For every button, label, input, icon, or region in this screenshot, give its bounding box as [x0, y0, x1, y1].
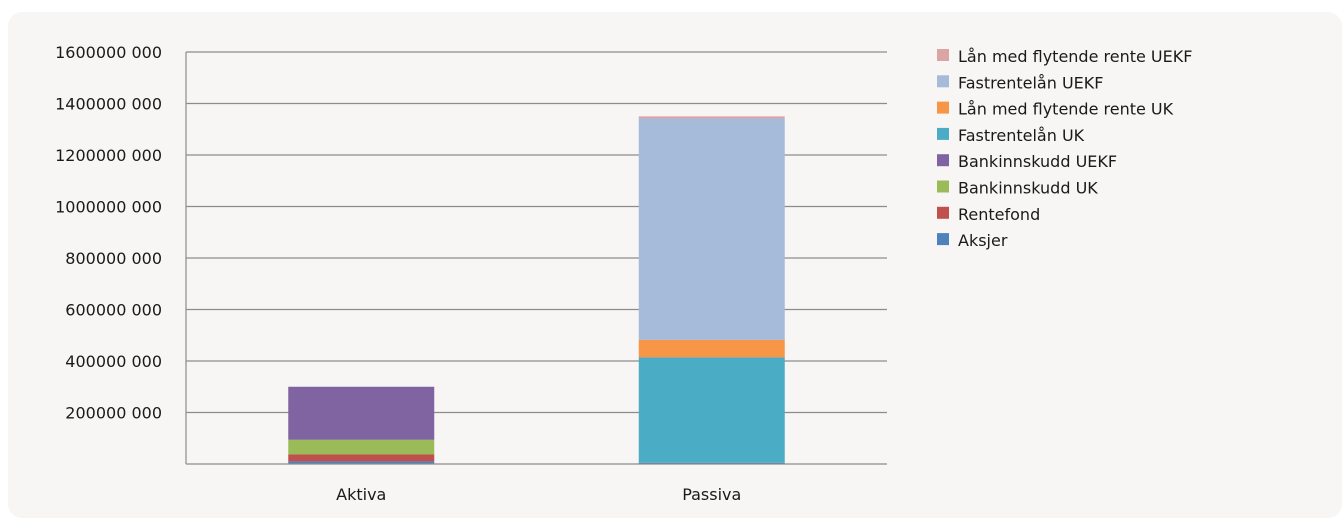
bar-segment — [288, 386, 435, 440]
legend-label: Lån med flytende rente UK — [958, 100, 1174, 119]
y-tick-label: 400000 000 — [65, 352, 162, 371]
y-tick-labels: 200000 000 400000 000 600000 000 800000 000… — [55, 43, 162, 423]
legend-swatch — [937, 180, 949, 193]
bar-segment — [638, 116, 785, 119]
legend-swatch — [937, 75, 949, 88]
y-tick-label: 800000 000 — [65, 249, 162, 268]
legend-swatch — [937, 206, 949, 219]
x-category-labels: Aktiva Passiva — [336, 485, 741, 504]
y-tick-label: 1000000 000 — [55, 198, 162, 217]
legend-label: Fastrentelån UK — [958, 126, 1085, 145]
bar-segment — [288, 454, 435, 462]
y-tick-label: 600000 000 — [65, 301, 162, 320]
bar-segment — [288, 461, 435, 464]
legend-label: Rentefond — [958, 205, 1040, 224]
x-category-label: Aktiva — [336, 485, 386, 504]
legend-swatch — [937, 233, 949, 246]
legend-swatch — [937, 127, 949, 140]
legend-swatch — [937, 101, 949, 114]
y-tick-label: 1200000 000 — [55, 146, 162, 165]
legend-swatch — [937, 49, 949, 61]
bar-segment — [638, 118, 785, 340]
x-category-label: Passiva — [682, 485, 741, 504]
legend-label: Lån med flytende rente UEKF — [958, 47, 1192, 66]
bar-segment — [638, 339, 785, 358]
y-tick-label: 200000 000 — [65, 404, 162, 423]
legend-label: Aksjer — [958, 231, 1008, 250]
y-tick-label: 1400000 000 — [55, 95, 162, 114]
bar-segment — [638, 462, 785, 464]
bar-segment — [638, 357, 785, 463]
legend-label: Bankinnskudd UEKF — [958, 152, 1117, 171]
legend-label: Bankinnskudd UK — [958, 179, 1098, 198]
axes — [185, 52, 887, 465]
bar-segment — [288, 439, 435, 455]
legend: Lån med flytende rente UEKF Fastrentelån … — [937, 47, 1192, 250]
legend-label: Fastrentelån UEKF — [958, 73, 1103, 92]
legend-swatch — [937, 154, 949, 167]
y-tick-label: 1600000 000 — [55, 43, 162, 62]
bars — [288, 116, 785, 464]
